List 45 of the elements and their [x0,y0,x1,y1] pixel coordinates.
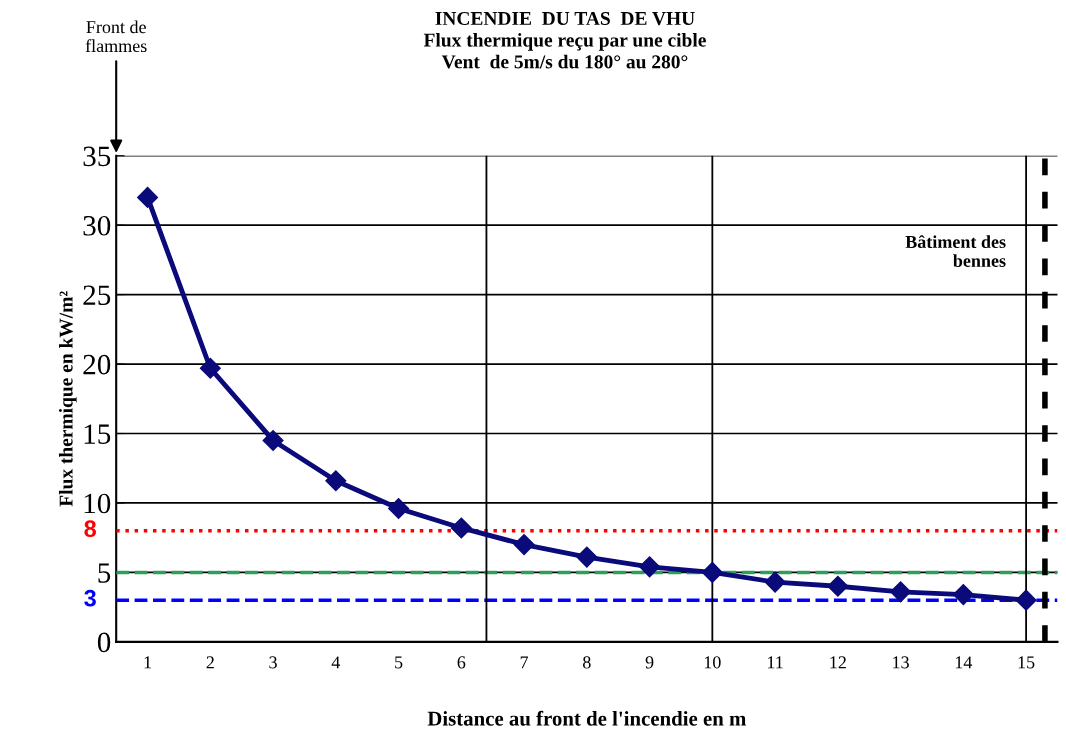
x-tick-label: 12 [830,656,846,669]
x-tick-label: 11 [767,656,783,669]
point [1015,589,1037,611]
point [325,470,347,492]
y-axis-title: Flux thermique en kW/m² [58,291,77,507]
chart-title: INCENDIE DU TAS DE VHU Flux thermique reçu par une cible Vent de 5m/s du 180° au 280° [423,11,706,69]
y-tick-label: 35 [83,146,111,167]
y-tick-label: 10 [84,493,111,514]
y-tick-label: 25 [83,285,111,306]
point [701,561,723,583]
x-tick-label: 14 [955,656,973,669]
point [827,575,849,597]
point [388,497,410,520]
point [576,546,598,568]
y-tick-label: 30 [83,215,111,236]
point [137,186,159,208]
x-tick-label: 7 [520,656,529,669]
y-tick-label: 0 [97,632,111,653]
x-tick-label: 13 [893,656,909,669]
point [890,581,912,603]
ref-line-label: 3 [84,589,96,607]
y-tick-label: 20 [83,354,111,375]
y-tick-label: 15 [84,424,111,444]
x-tick-label: 1 [144,656,151,669]
x-tick-label: 5 [395,656,403,669]
x-tick-label: 10 [704,656,721,669]
x-tick-label: 8 [583,656,591,669]
x-tick-label: 9 [645,656,654,669]
x-tick-label: 2 [206,656,214,669]
point [199,357,221,379]
x-tick-label: 15 [1018,656,1035,669]
x-tick-label: 4 [331,656,341,669]
x-tick-label: 6 [457,656,466,669]
annotation: Bâtiment des bennes [905,235,1006,267]
text: Front de flammes [85,20,147,53]
point [639,556,661,578]
point [952,584,974,606]
x-tick-label: 3 [269,656,277,669]
ref-line-label: 8 [84,520,97,538]
point [513,534,535,556]
point [450,517,472,539]
y-tick-label: 5 [98,563,111,583]
point [262,429,284,451]
point [764,571,786,593]
x-axis-title: Distance au front de l'incendie en m [427,710,747,726]
